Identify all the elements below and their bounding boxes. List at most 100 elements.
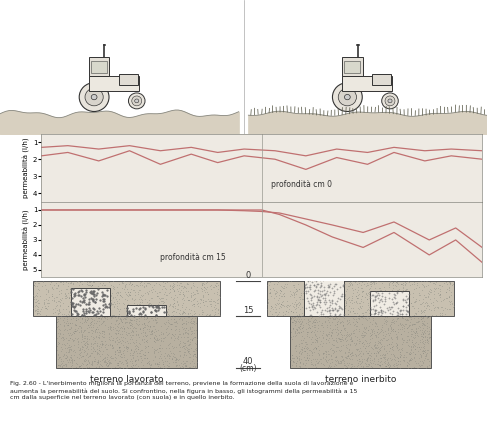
Point: [72, 321, 79, 328]
Point: [417, 316, 425, 323]
Point: [94, 308, 102, 315]
Point: [193, 314, 201, 321]
Point: [169, 303, 177, 310]
Point: [111, 364, 119, 371]
Point: [79, 344, 87, 351]
Point: [111, 321, 118, 328]
Point: [404, 341, 412, 348]
Point: [61, 360, 69, 367]
Point: [329, 342, 337, 349]
Point: [129, 280, 136, 287]
Point: [290, 292, 298, 299]
Point: [181, 306, 189, 313]
Point: [379, 354, 387, 361]
Point: [435, 281, 443, 288]
Point: [185, 340, 193, 347]
Point: [422, 351, 430, 359]
Point: [299, 318, 306, 326]
Point: [55, 291, 63, 298]
Point: [145, 343, 152, 350]
Point: [117, 359, 125, 366]
Point: [171, 330, 179, 338]
Point: [433, 303, 441, 310]
Point: [404, 364, 412, 372]
Point: [415, 291, 423, 298]
Point: [79, 293, 87, 300]
Point: [295, 356, 302, 363]
Point: [318, 291, 325, 298]
Point: [358, 310, 366, 317]
Point: [361, 308, 369, 315]
Point: [326, 296, 334, 303]
Point: [127, 346, 134, 353]
Point: [118, 318, 126, 326]
Point: [377, 355, 385, 362]
Point: [336, 289, 343, 297]
Point: [341, 334, 349, 342]
Point: [312, 281, 320, 289]
Point: [188, 315, 196, 322]
Point: [313, 337, 321, 344]
Point: [83, 317, 91, 324]
Point: [394, 354, 402, 361]
Point: [170, 332, 178, 339]
Point: [65, 342, 73, 349]
Point: [353, 362, 361, 369]
Point: [187, 284, 195, 291]
Point: [379, 329, 387, 336]
Point: [393, 362, 400, 369]
Point: [116, 316, 124, 323]
Point: [322, 351, 330, 358]
Point: [277, 301, 285, 308]
Point: [403, 287, 411, 294]
Point: [299, 361, 307, 368]
Point: [280, 290, 287, 297]
Point: [137, 304, 145, 311]
Point: [105, 359, 112, 366]
Point: [55, 297, 63, 305]
Point: [94, 326, 102, 333]
Point: [131, 358, 139, 365]
Point: [67, 279, 75, 286]
Point: [56, 363, 64, 370]
Point: [323, 324, 331, 331]
Point: [397, 281, 405, 288]
Point: [78, 343, 86, 351]
Point: [77, 332, 85, 339]
Point: [390, 278, 397, 285]
Point: [103, 289, 111, 296]
Point: [347, 335, 355, 342]
Point: [148, 289, 156, 296]
Point: [68, 358, 76, 365]
Point: [68, 306, 76, 313]
Point: [170, 315, 178, 322]
Point: [402, 285, 410, 292]
Point: [102, 354, 110, 361]
Point: [187, 324, 194, 331]
Point: [34, 299, 42, 306]
Point: [423, 302, 431, 310]
Point: [438, 283, 446, 290]
Point: [35, 287, 43, 294]
Point: [358, 329, 366, 336]
Point: [295, 293, 303, 301]
Point: [338, 331, 346, 339]
Point: [295, 329, 302, 336]
Point: [448, 301, 455, 308]
Point: [371, 293, 378, 300]
Point: [147, 307, 155, 314]
Point: [195, 311, 203, 318]
Point: [266, 289, 274, 297]
Point: [308, 314, 316, 321]
Point: [158, 345, 166, 352]
Point: [63, 293, 71, 301]
Point: [124, 363, 131, 370]
Point: [376, 286, 384, 293]
Point: [383, 349, 391, 356]
Point: [371, 327, 378, 334]
Point: [52, 285, 60, 292]
Point: [298, 318, 306, 325]
Point: [94, 291, 102, 298]
Point: [297, 363, 304, 371]
Point: [179, 330, 187, 337]
